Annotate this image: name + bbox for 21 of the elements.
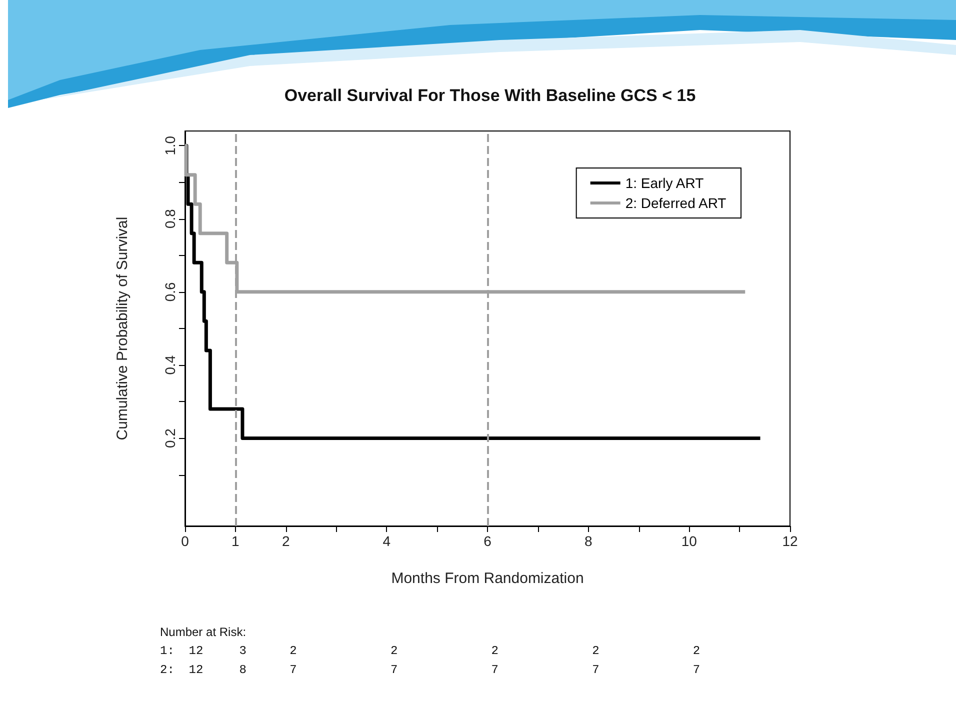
y-tick-label: 0.2 [162,428,178,448]
x-tick-label: 10 [681,533,698,549]
legend-label: 2: Deferred ART [625,195,727,211]
text: Number at Risk: [160,625,246,639]
y-tick-label: 0.4 [162,355,178,375]
x-tick-label: 6 [484,533,492,549]
x-tick-label: 2 [282,533,290,549]
text: 2: 12 8 7 7 7 7 7 [160,663,700,677]
y-tick-label: 0.6 [162,282,178,302]
chart-title: Overall Survival For Those With Baseline GCS < 15 [284,86,696,105]
x-axis-title: Months From Randomization [391,570,584,587]
text: 1: 12 3 2 2 2 2 2 [160,644,700,658]
x-tick-label: 4 [382,533,391,549]
x-tick-label: 0 [181,533,190,549]
y-tick-label: 0.8 [162,208,178,229]
x-tick-label: 1 [232,533,240,549]
y-tick-label: 1.0 [162,136,178,156]
x-tick-label: 8 [584,533,592,549]
x-tick-label: 12 [782,533,798,549]
legend-label: 1: Early ART [625,175,704,191]
y-axis-title: Cumulative Probability of Survival [114,216,131,440]
